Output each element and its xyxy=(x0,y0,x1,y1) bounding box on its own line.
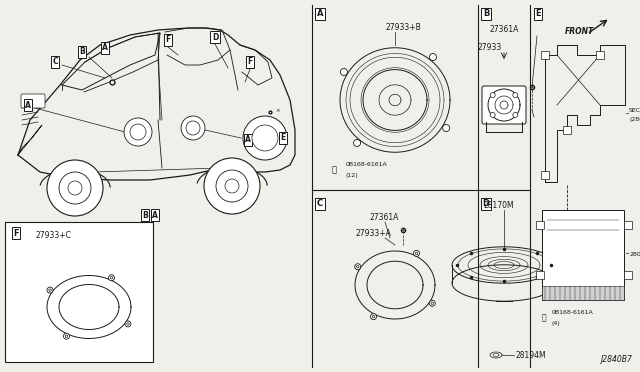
Circle shape xyxy=(181,116,205,140)
Circle shape xyxy=(356,266,359,268)
Text: 27933: 27933 xyxy=(478,44,502,52)
Bar xyxy=(536,221,544,229)
Bar xyxy=(596,51,604,59)
Text: F: F xyxy=(165,35,171,45)
Circle shape xyxy=(513,112,518,118)
Text: A: A xyxy=(245,135,251,144)
Text: (12): (12) xyxy=(346,173,358,179)
Circle shape xyxy=(124,118,152,146)
Text: B: B xyxy=(483,10,489,19)
Circle shape xyxy=(125,321,131,327)
Text: A: A xyxy=(317,10,323,19)
Circle shape xyxy=(490,93,495,97)
Circle shape xyxy=(371,314,376,320)
Text: (28070): (28070) xyxy=(629,118,640,122)
Bar xyxy=(536,271,544,279)
Circle shape xyxy=(340,68,348,76)
Text: J2840B7: J2840B7 xyxy=(600,355,632,364)
Circle shape xyxy=(127,323,129,325)
Circle shape xyxy=(355,264,361,270)
Circle shape xyxy=(47,287,53,293)
Bar xyxy=(542,210,624,300)
Circle shape xyxy=(49,289,51,291)
Text: C: C xyxy=(317,199,323,208)
Text: 27933+C: 27933+C xyxy=(35,231,71,241)
Text: 27361A: 27361A xyxy=(490,26,520,35)
Circle shape xyxy=(59,172,91,204)
Text: D: D xyxy=(212,32,218,42)
Circle shape xyxy=(252,125,278,151)
Circle shape xyxy=(429,300,435,306)
Circle shape xyxy=(216,170,248,202)
Text: FRONT: FRONT xyxy=(565,28,595,36)
Bar xyxy=(624,271,632,279)
Text: 27361A: 27361A xyxy=(370,214,399,222)
Text: B: B xyxy=(79,48,85,57)
Circle shape xyxy=(204,158,260,214)
Text: (4): (4) xyxy=(552,321,561,327)
Text: F: F xyxy=(248,58,253,67)
Text: A: A xyxy=(152,211,158,219)
Text: C: C xyxy=(52,58,58,67)
Circle shape xyxy=(186,121,200,135)
Text: 27933+B: 27933+B xyxy=(385,23,420,32)
Bar xyxy=(541,51,549,59)
Circle shape xyxy=(513,93,518,97)
Text: SEC.280: SEC.280 xyxy=(629,108,640,112)
Text: ×: × xyxy=(275,108,280,113)
Text: E: E xyxy=(535,10,541,19)
Circle shape xyxy=(130,124,146,140)
Text: Ⓢ: Ⓢ xyxy=(541,314,547,323)
Text: A: A xyxy=(102,44,108,52)
Circle shape xyxy=(353,140,360,147)
Text: 28060M: 28060M xyxy=(629,253,640,257)
Text: 0B168-6161A: 0B168-6161A xyxy=(346,163,388,167)
Circle shape xyxy=(110,276,113,279)
Circle shape xyxy=(443,125,449,132)
Text: 28170M: 28170M xyxy=(484,202,515,211)
Text: 0B168-6161A: 0B168-6161A xyxy=(552,311,594,315)
Text: D: D xyxy=(483,199,490,208)
Bar xyxy=(624,221,632,229)
Circle shape xyxy=(47,160,103,216)
Circle shape xyxy=(490,112,495,118)
Bar xyxy=(542,286,624,300)
Text: Ⓢ: Ⓢ xyxy=(332,166,337,174)
Circle shape xyxy=(431,302,433,304)
Text: 28194M: 28194M xyxy=(516,350,547,359)
Bar xyxy=(541,171,549,179)
FancyBboxPatch shape xyxy=(482,86,526,124)
Circle shape xyxy=(372,315,374,318)
Circle shape xyxy=(65,335,68,337)
Circle shape xyxy=(413,250,419,256)
Circle shape xyxy=(429,54,436,61)
Text: F: F xyxy=(13,228,19,237)
Circle shape xyxy=(225,179,239,193)
Circle shape xyxy=(243,116,287,160)
Bar xyxy=(5,222,153,362)
Circle shape xyxy=(63,333,70,339)
Circle shape xyxy=(109,275,115,281)
Circle shape xyxy=(415,252,418,254)
FancyBboxPatch shape xyxy=(21,94,45,108)
Text: B: B xyxy=(142,211,148,219)
Bar xyxy=(563,126,571,134)
Text: A: A xyxy=(25,100,31,109)
Circle shape xyxy=(68,181,82,195)
Text: E: E xyxy=(280,134,285,142)
Text: 27933+A: 27933+A xyxy=(355,230,391,238)
